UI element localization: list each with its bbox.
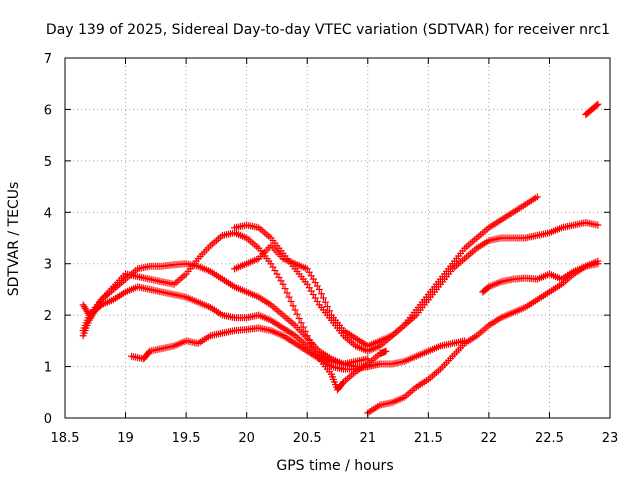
x-tick-label: 20.5 (293, 431, 322, 446)
data-point (299, 323, 307, 331)
series-track-f (231, 193, 541, 355)
data-point (321, 298, 329, 306)
x-tick-label: 21 (360, 431, 377, 446)
data-point (309, 343, 317, 351)
data-point (291, 306, 299, 314)
y-tick-label: 1 (44, 361, 52, 376)
data-point (96, 302, 104, 310)
data-point (319, 294, 327, 302)
data-series (79, 100, 602, 417)
data-point (594, 257, 602, 265)
data-point (301, 327, 309, 335)
data-point (285, 293, 293, 301)
x-tick-label: 22 (481, 431, 498, 446)
x-axis-label: GPS time / hours (276, 458, 393, 474)
data-point (283, 289, 291, 297)
data-point (382, 347, 390, 355)
data-point (303, 332, 311, 340)
data-point (317, 290, 325, 298)
data-point (307, 339, 315, 347)
data-point (281, 285, 289, 293)
data-point (594, 221, 602, 229)
data-point (339, 379, 347, 387)
data-point (594, 100, 602, 108)
y-tick-label: 5 (44, 155, 52, 170)
x-tick-label: 23 (602, 431, 619, 446)
x-tick-label: 20 (238, 431, 255, 446)
data-point (323, 303, 331, 311)
data-point (279, 280, 287, 288)
x-tick-label: 21.5 (414, 431, 443, 446)
y-tick-label: 3 (44, 258, 52, 273)
data-point (325, 307, 333, 315)
x-tick-label: 18.5 (51, 431, 80, 446)
series-track-h (479, 257, 602, 296)
data-point (287, 297, 295, 305)
y-axis-label: SDTVAR / TECUs (6, 182, 22, 297)
x-tick-label: 22.5 (535, 431, 564, 446)
data-point (145, 348, 153, 356)
series-track-d (128, 324, 469, 373)
data-point (297, 319, 305, 327)
data-point (293, 310, 301, 318)
grid-lines (65, 58, 610, 418)
data-point (484, 284, 492, 292)
y-tick-label: 0 (44, 412, 52, 427)
x-tick-label: 19 (117, 431, 134, 446)
x-tick-label: 19.5 (172, 431, 201, 446)
data-point (315, 285, 323, 293)
data-point (533, 193, 541, 201)
data-point (593, 101, 601, 109)
y-tick-label: 6 (44, 103, 52, 118)
plot-frame (64, 57, 611, 419)
series-track-i (582, 100, 602, 119)
data-point (295, 315, 303, 323)
y-tick-label: 4 (44, 206, 52, 221)
y-tick-label: 2 (44, 309, 52, 324)
y-tick-label: 7 (44, 52, 52, 67)
chart-title: Day 139 of 2025, Sidereal Day-to-day VTE… (46, 22, 610, 38)
data-point (305, 336, 313, 344)
data-point (289, 302, 297, 310)
